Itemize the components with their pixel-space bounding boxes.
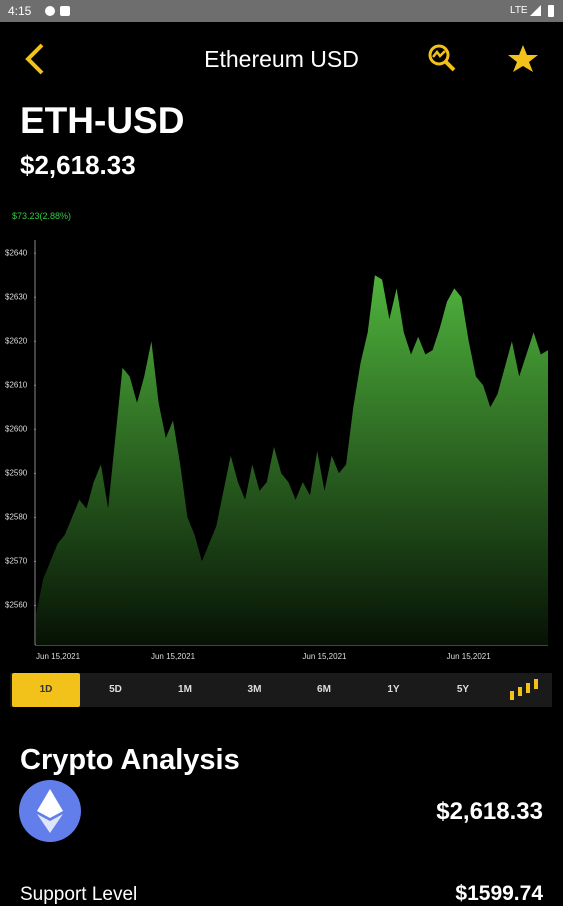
x-tick-label: Jun 15,2021	[36, 652, 81, 661]
eth-logo	[19, 780, 81, 842]
price-area	[36, 275, 548, 645]
y-tick-label: $2620	[5, 336, 28, 345]
x-tick-label: Jun 15,2021	[151, 652, 196, 661]
range-option[interactable]: 1M	[178, 684, 192, 695]
y-tick-label: $2590	[5, 468, 28, 477]
y-tick-label: $2600	[5, 424, 28, 433]
support-label: Support Level	[20, 884, 138, 905]
y-tick-label: $2610	[5, 380, 28, 389]
analysis-title: Crypto Analysis	[20, 744, 240, 776]
time: 4:15	[8, 4, 32, 18]
range-option[interactable]: 6M	[317, 684, 331, 695]
header-title: Ethereum USD	[204, 46, 359, 72]
x-tick-label: Jun 15,2021	[302, 652, 347, 661]
status-icons	[45, 6, 70, 16]
price: $2,618.33	[20, 150, 136, 180]
symbol: ETH-USD	[20, 100, 185, 141]
favorite-button[interactable]	[507, 43, 539, 73]
back-button[interactable]	[22, 42, 48, 76]
y-tick-label: $2560	[5, 600, 28, 609]
y-tick-label: $2570	[5, 556, 28, 565]
price-chart: $2560 $2570 $2580 $2590 $2600 $2610 $2620 $2630…	[5, 240, 548, 661]
range-selector: 1D 5D 1M 3M 6M 1Y 5Y	[10, 673, 552, 707]
candle-toggle[interactable]	[508, 677, 542, 703]
status-bar: 4:15 LTE	[0, 0, 563, 22]
support-value: $1599.74	[455, 882, 543, 905]
y-tick-label: $2580	[5, 512, 28, 521]
range-option[interactable]: 3M	[247, 684, 262, 695]
y-tick-label: $2640	[5, 248, 28, 257]
range-option[interactable]: 5Y	[456, 684, 470, 695]
range-option[interactable]: 1D	[12, 673, 80, 707]
analysis-button[interactable]	[426, 42, 458, 74]
range-option[interactable]: 5D	[109, 684, 122, 695]
analysis-price: $2,618.33	[436, 798, 543, 825]
x-tick-label: Jun 15,2021	[447, 652, 492, 661]
signal-battery	[530, 5, 554, 17]
y-tick-label: $2630	[5, 292, 28, 301]
range-option[interactable]: 1Y	[387, 684, 400, 695]
network: LTE	[510, 5, 528, 16]
price-change: $73.23(2.88%)	[12, 211, 72, 221]
